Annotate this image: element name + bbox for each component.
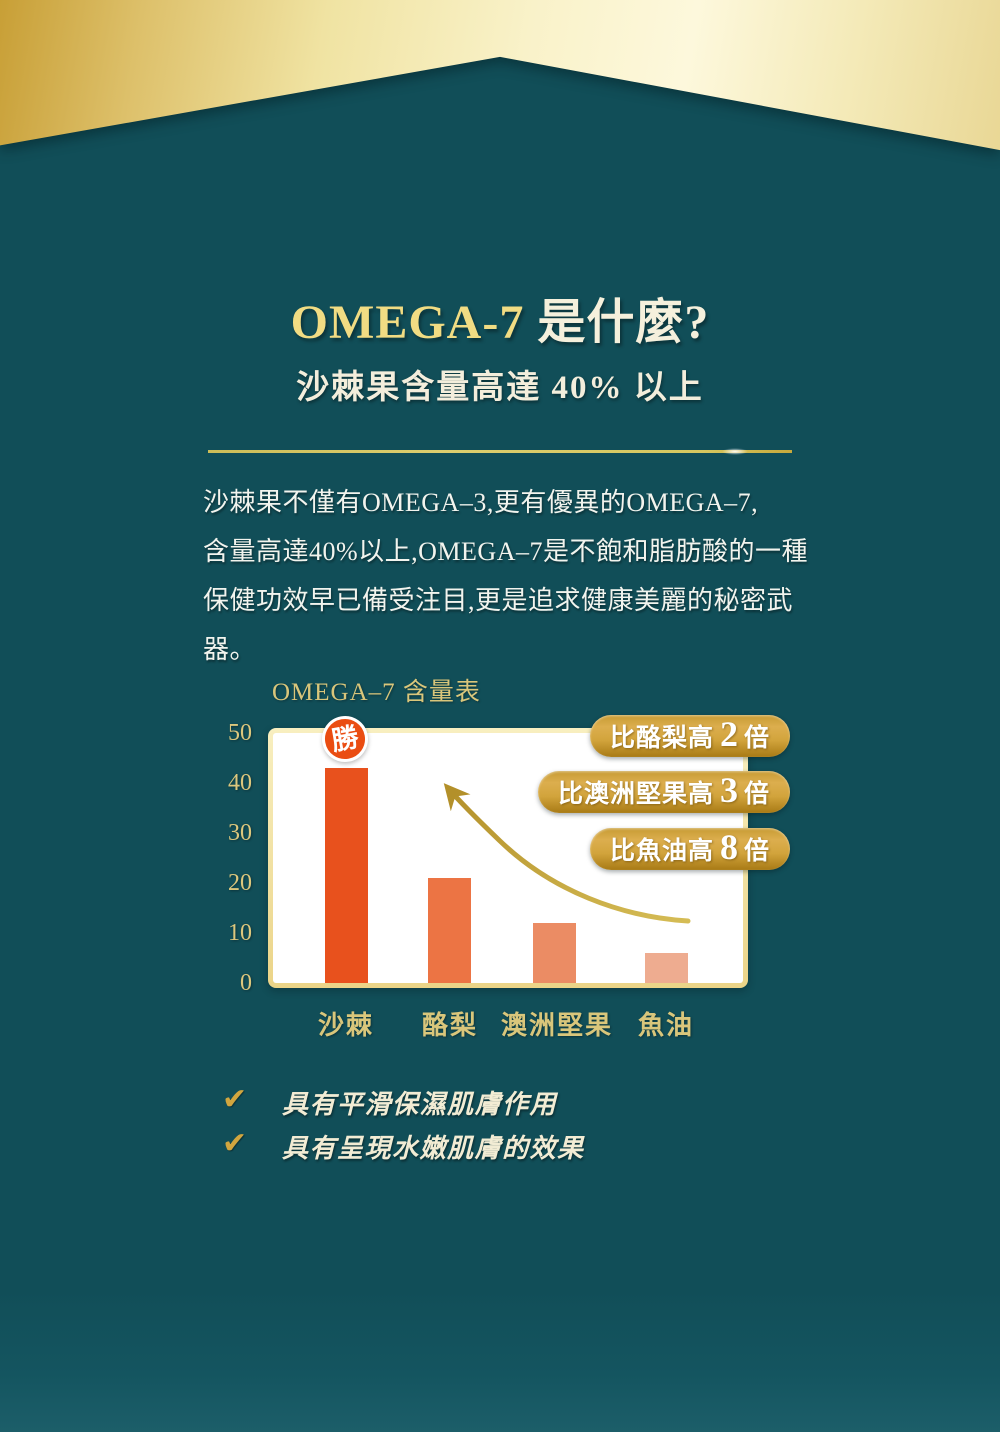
bar-avocado [428,878,471,983]
page-title: OMEGA-7 是什麼? [0,282,1000,352]
gold-chevron-band [0,0,1000,158]
intro-line-2: 含量高達40%以上,OMEGA–7是不飽和脂肪酸的一種 [203,537,808,566]
callout-suffix: 倍 [743,725,770,752]
x-label-fish-oil: 魚油 [637,1011,695,1040]
y-axis-tick: 40 [228,770,252,796]
callout-prefix: 比酪梨高 [609,725,714,752]
gold-gradient-shape [0,0,1000,151]
callout-suffix: 倍 [743,781,770,808]
benefit-item: ✔ 具有呈現水嫩肌膚的效果 [0,1126,1000,1168]
intro-paragraph: 沙棘果不僅有OMEGA–3,更有優異的OMEGA–7, 含量高達40%以上,OM… [203,478,823,674]
callout-number: 8 [719,827,738,867]
benefit-list: ✔ 具有平滑保濕肌膚作用 ✔ 具有呈現水嫩肌膚的效果 [0,1082,1000,1170]
bar-fish-oil [645,953,688,983]
y-axis-tick: 20 [228,870,252,896]
callout-number: 3 [719,770,738,810]
x-label-seabuckthorn: 沙棘 [317,1011,375,1040]
callout-number: 2 [719,714,738,754]
callout-prefix: 比魚油高 [609,838,714,865]
y-axis-tick: 0 [240,970,252,996]
intro-line-3: 保健功效早已備受注目,更是追求健康美麗的秘密武器。 [203,586,794,664]
callout-suffix: 倍 [743,838,770,865]
benefit-item: ✔ 具有平滑保濕肌膚作用 [0,1082,1000,1124]
bar-seabuckthorn [325,768,368,983]
callout-prefix: 比澳洲堅果高 [557,781,714,808]
benefit-text-1: 具有平滑保濕肌膚作用 [282,1090,558,1119]
benefit-text-2: 具有呈現水嫩肌膚的效果 [282,1134,585,1163]
chart-title: OMEGA–7 含量表 [272,679,481,706]
gold-divider [208,448,792,455]
callout-vs-avocado: 比酪梨高 2 倍 [589,714,790,757]
y-axis-tick: 30 [228,820,252,846]
callout-vs-macadamia: 比澳洲堅果高 3 倍 [537,770,790,813]
checkmark-icon: ✔ [222,1082,248,1117]
checkmark-icon: ✔ [222,1126,248,1161]
bar-macadamia [533,923,576,983]
intro-line-1: 沙棘果不僅有OMEGA–3,更有優異的OMEGA–7, [203,488,759,517]
y-axis-tick: 50 [228,720,252,746]
page-subtitle: 沙棘果含量高達 40% 以上 [296,370,704,406]
x-label-macadamia: 澳洲堅果 [500,1011,614,1040]
callout-vs-fish-oil: 比魚油高 8 倍 [589,827,790,870]
omega7-content-chart: OMEGA–7 含量表 50 40 30 20 10 0 [0,660,1000,1060]
title-omega7: OMEGA-7 [290,296,525,349]
title-question: 是什麼? [524,296,710,349]
y-axis-tick: 10 [228,920,252,946]
x-label-avocado: 酪梨 [421,1011,479,1040]
